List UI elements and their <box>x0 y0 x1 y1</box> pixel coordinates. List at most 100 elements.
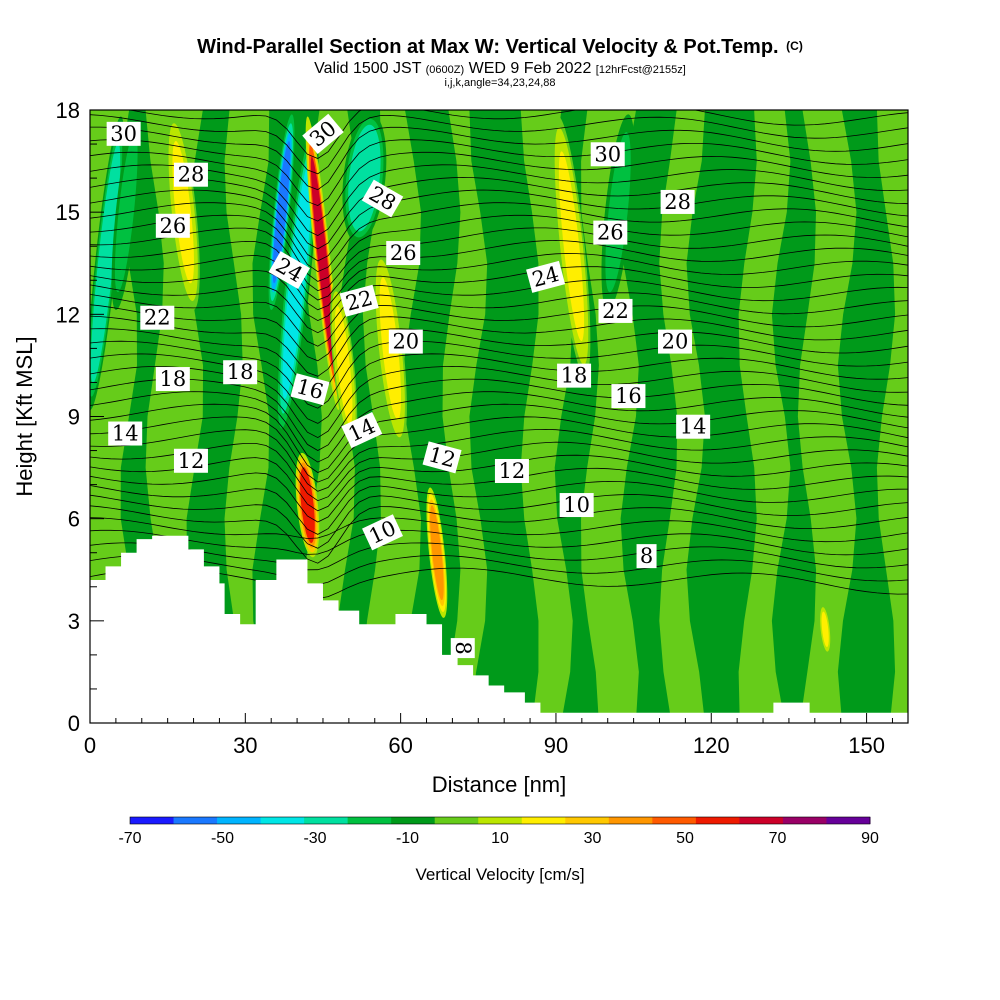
updraft-plume <box>821 611 829 648</box>
theta-contour-line <box>90 403 908 473</box>
contour-label-text: 12 <box>178 449 205 473</box>
y-tick-label: 18 <box>56 98 80 123</box>
contour-label-text: 20 <box>392 330 419 354</box>
contour-label-box <box>106 121 141 146</box>
contour-label-text: 28 <box>178 163 205 187</box>
contour-label-box <box>660 189 695 214</box>
colorbar-swatch <box>652 817 697 824</box>
chart-subtitle: Valid 1500 JST (0600Z) WED 9 Feb 2022 [1… <box>0 60 1000 78</box>
colorbar-swatch <box>695 817 740 824</box>
contour-label-text: 18 <box>159 367 186 391</box>
contour-label-text: 28 <box>664 190 691 214</box>
contour-label: 22 <box>598 298 633 323</box>
axes: 0 30 60 90 120 150 0 3 6 9 12 15 18 Distance [nm] Heig… <box>12 98 909 797</box>
contour-label: 14 <box>108 421 143 446</box>
theta-contour-line <box>90 480 908 535</box>
contour-label: 18 <box>557 363 592 388</box>
downdraft-band <box>469 110 539 723</box>
contour-label-box <box>422 441 462 474</box>
contour-label-text: 16 <box>615 384 642 408</box>
contour-label-text: 14 <box>680 415 707 439</box>
colorbar-tick-label: 10 <box>491 830 509 847</box>
contour-label: 30 <box>106 121 141 146</box>
y-tick-label: 0 <box>68 711 80 736</box>
contour-label-box <box>450 638 475 659</box>
contour-label-text: 26 <box>390 241 417 265</box>
contour-label-box <box>290 373 330 406</box>
colorbar-tick-label: 70 <box>769 830 787 847</box>
y-tick-label: 12 <box>56 302 80 327</box>
theta-contour-line <box>90 542 908 571</box>
theta-contour-line <box>90 494 908 549</box>
contour-label-box <box>658 329 693 354</box>
contour-label: 26 <box>386 241 421 266</box>
theta-contour-line <box>90 189 908 262</box>
theta-contour-line <box>90 517 908 543</box>
contour-label: 30 <box>590 142 625 167</box>
contour-label: 10 <box>362 514 403 551</box>
colorbar-swatch <box>608 817 653 824</box>
theta-contour-line <box>90 266 908 322</box>
updraft-plume <box>310 156 336 370</box>
contour-label-box <box>590 142 625 167</box>
contour-label-box <box>155 367 190 392</box>
contour-label-box <box>302 113 344 154</box>
x-tick-label: 120 <box>693 733 730 758</box>
colorbar: -70 -50 -30 -10 10 30 50 70 90 Vertical Velocity … <box>118 816 879 884</box>
colorbar-tick-label: 30 <box>584 830 602 847</box>
colorbar-swatch <box>391 817 436 824</box>
contour-label: 22 <box>140 305 175 330</box>
theta-contour-line <box>90 279 908 334</box>
y-tick-label: 15 <box>56 200 80 225</box>
colorbar-swatch <box>739 817 784 824</box>
contour-label-text: 30 <box>110 122 137 146</box>
contour-label-box <box>173 448 208 473</box>
contour-label: 18 <box>223 360 258 385</box>
contour-label-box <box>559 493 594 518</box>
contour-label-text: 14 <box>112 422 139 446</box>
theta-contour-line <box>90 151 908 222</box>
contour-label-text: 22 <box>144 306 171 330</box>
theta-contour-line <box>90 239 908 301</box>
x-tick-label: 30 <box>233 733 257 758</box>
colorbar-swatch <box>782 817 827 824</box>
plot-layers: 3028262218141218241630282622201412108121… <box>90 110 908 723</box>
contour-label-box <box>339 284 379 317</box>
colorbar-tick-label: -70 <box>118 830 141 847</box>
y-axis-label: Height [Kft MSL] <box>12 336 37 496</box>
theta-contour-line <box>90 315 908 377</box>
x-tick-label: 150 <box>848 733 885 758</box>
contour-label: 26 <box>155 213 190 238</box>
theta-contour-line <box>90 202 908 273</box>
colorbar-swatch <box>478 817 523 824</box>
theta-contour-line <box>90 567 908 600</box>
updraft-plume <box>558 151 585 342</box>
theta-contour-line <box>128 110 908 159</box>
colorbar-swatch <box>217 817 262 824</box>
colorbar-tick-label: -50 <box>211 830 234 847</box>
contour-label-box <box>598 298 633 323</box>
theta-contour-line <box>90 292 908 347</box>
theta-contour-line <box>90 529 908 556</box>
contour-label: 8 <box>450 638 475 659</box>
contour-label: 10 <box>559 493 594 518</box>
contour-label: 28 <box>660 189 695 214</box>
colorbar-tick-label: 90 <box>861 830 879 847</box>
x-tick-label: 90 <box>544 733 568 758</box>
theta-contour-line <box>90 253 908 311</box>
colorbar-tick-label: -30 <box>303 830 326 847</box>
theta-contour-line <box>90 126 908 191</box>
contour-label: 28 <box>173 162 208 187</box>
theta-contour-line <box>90 328 908 393</box>
theta-contour-line <box>90 164 908 237</box>
contour-label-text: 20 <box>662 330 689 354</box>
contour-label: 20 <box>658 329 693 354</box>
contour-label-text: 26 <box>597 221 624 245</box>
contour-label-text: 18 <box>561 364 588 388</box>
contour-label: 26 <box>593 220 628 245</box>
downdraft-band <box>686 110 757 723</box>
copyright-mark: (C) <box>786 39 803 53</box>
contour-label-box <box>386 241 421 266</box>
contour-label-box <box>593 220 628 245</box>
